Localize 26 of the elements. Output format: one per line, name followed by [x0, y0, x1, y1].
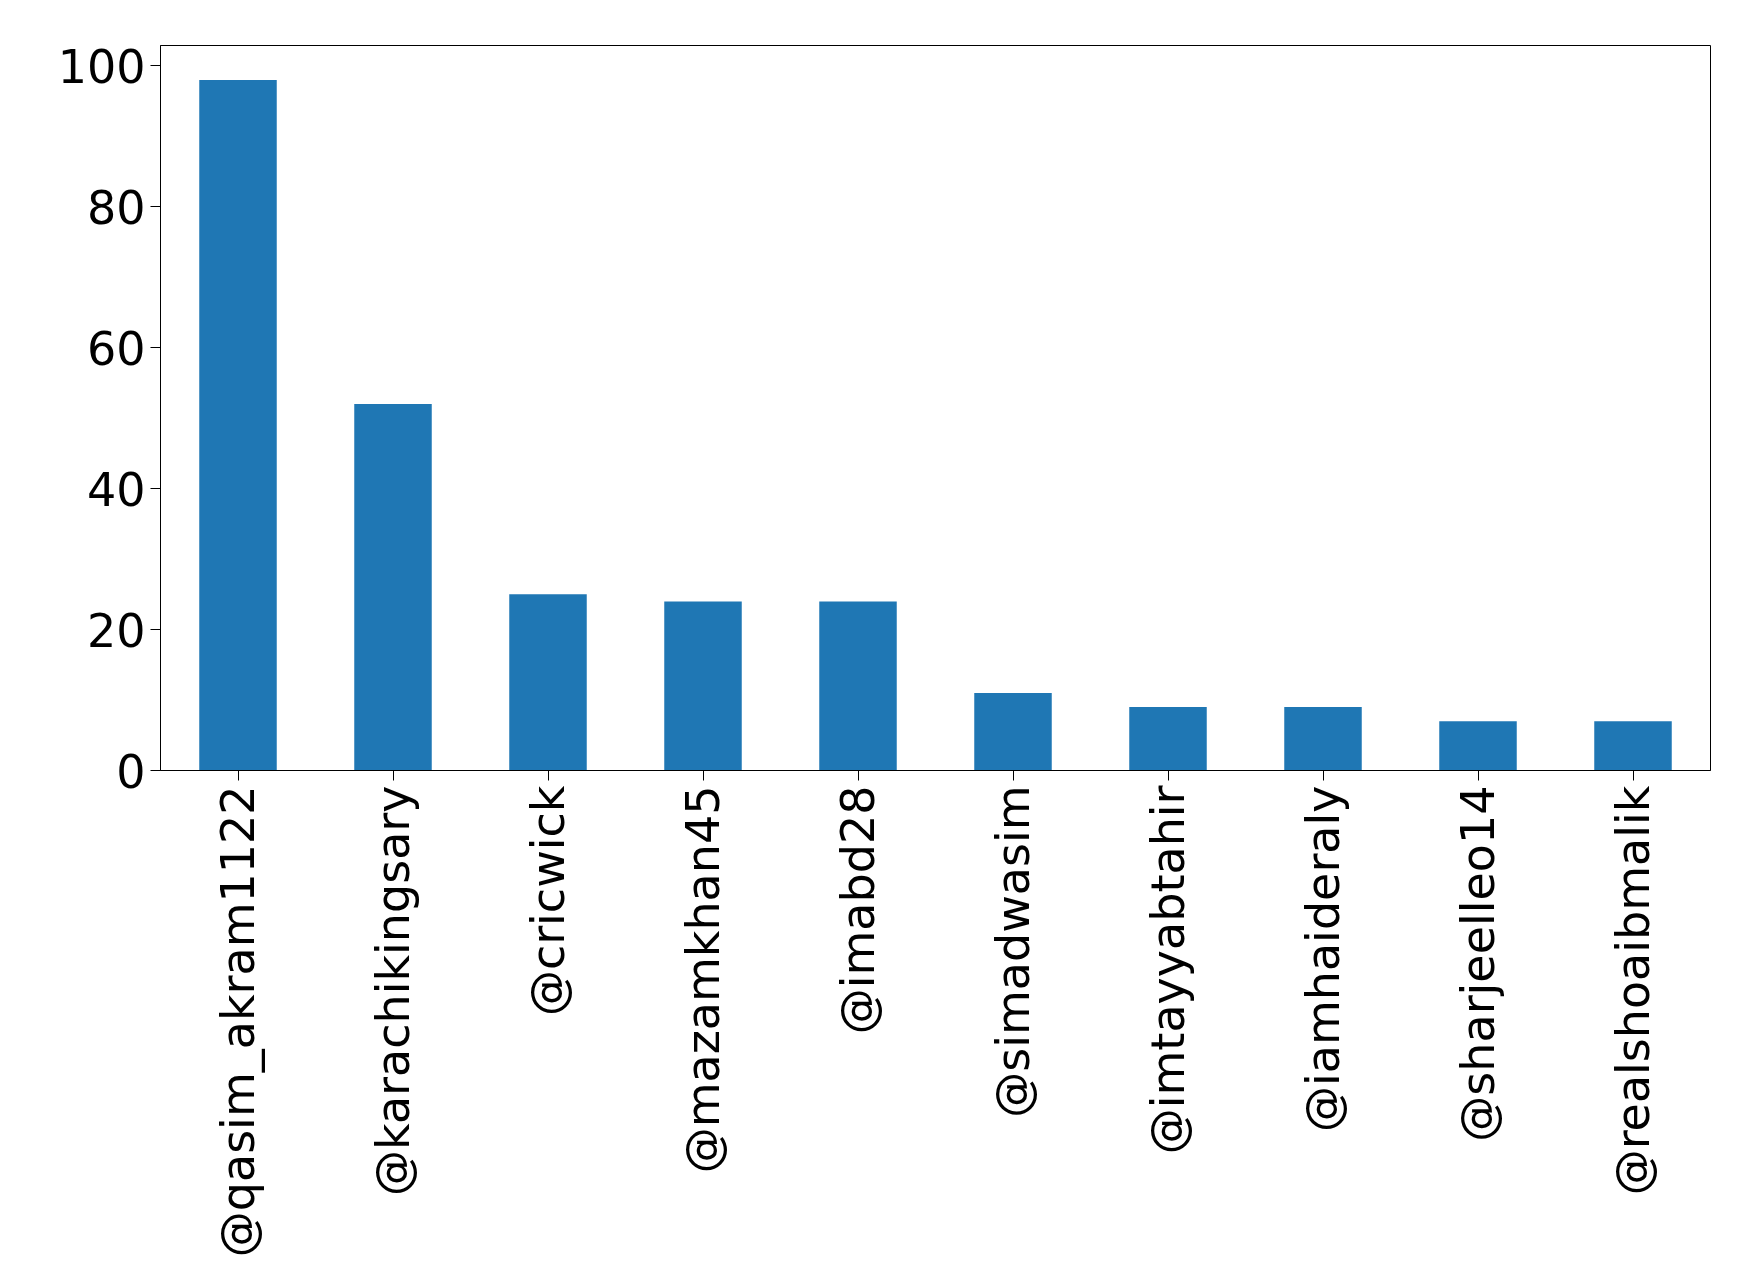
y-tick-label: 60 — [86, 321, 146, 376]
bar — [354, 404, 432, 771]
bar — [819, 601, 897, 771]
y-tick-label: 40 — [86, 462, 146, 517]
bar — [1129, 707, 1207, 771]
x-tick-label: @simadwasim — [986, 785, 1040, 1118]
bar — [509, 594, 587, 771]
bar — [199, 80, 277, 771]
x-tick-label: @sharjeelleo14 — [1451, 785, 1505, 1142]
bar — [1594, 721, 1672, 771]
bar — [1284, 707, 1362, 771]
x-tick-label: @cricwick — [521, 785, 575, 1017]
x-tick-label: @mazamkhan45 — [676, 785, 730, 1174]
x-tick-label: @imtayyabtahir — [1141, 785, 1195, 1155]
x-tick-label: @imabd28 — [831, 785, 885, 1035]
x-tick-label: @qasim_akram1122 — [211, 785, 265, 1258]
y-tick-label: 0 — [116, 744, 146, 799]
x-tick-label: @iamhaideraly — [1296, 785, 1350, 1132]
y-tick-label: 20 — [86, 603, 146, 658]
x-tick-label: @realshoaibmalik — [1606, 785, 1660, 1196]
x-tick-label: @karachikingsary — [366, 785, 420, 1196]
bar — [1439, 721, 1517, 771]
y-tick-label: 100 — [57, 39, 146, 94]
y-tick-label: 80 — [86, 180, 146, 235]
bar — [974, 693, 1052, 771]
bar — [664, 601, 742, 771]
